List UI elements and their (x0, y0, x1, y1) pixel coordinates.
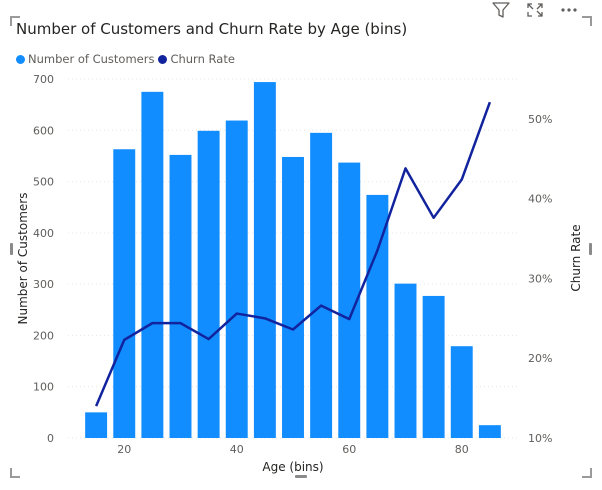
legend-label-churn: Churn Rate (170, 52, 235, 66)
y2-tick-label: 40% (528, 193, 552, 206)
y2-tick-label: 20% (528, 352, 552, 365)
legend-marker-customers (16, 54, 25, 64)
resize-handle-bottom[interactable] (295, 475, 307, 478)
bar[interactable] (225, 120, 248, 438)
y-tick-label: 200 (33, 329, 54, 342)
bar[interactable] (310, 132, 333, 438)
visual-header (490, 0, 580, 20)
focus-mode-icon[interactable] (524, 0, 546, 20)
legend-item-customers[interactable]: Number of Customers (16, 52, 154, 66)
bar[interactable] (141, 91, 164, 439)
x-axis-title: Age (bins) (262, 460, 323, 474)
x-tick-label: 60 (342, 443, 356, 456)
chart-legend: Number of Customers Churn Rate (16, 51, 239, 67)
y-tick-label: 300 (33, 278, 54, 291)
x-tick-label: 40 (230, 443, 244, 456)
bar[interactable] (282, 156, 304, 438)
frame-corner-top-left (10, 16, 20, 26)
y-tick-label: 700 (33, 73, 54, 86)
legend-marker-churn (158, 54, 168, 64)
y2-tick-label: 50% (528, 113, 552, 126)
resize-handle-right[interactable] (589, 243, 592, 255)
bar[interactable] (253, 82, 276, 438)
bar[interactable] (169, 154, 192, 438)
bar[interactable] (422, 295, 445, 438)
x-tick-label: 20 (117, 443, 131, 456)
bar[interactable] (366, 194, 389, 438)
y2-tick-label: 10% (528, 432, 552, 445)
y-tick-label: 100 (33, 381, 54, 394)
y2-tick-label: 30% (528, 272, 552, 285)
y-tick-label: 0 (47, 432, 54, 445)
y-tick-label: 500 (33, 176, 54, 189)
bar[interactable] (450, 346, 473, 438)
chart-title: Number of Customers and Churn Rate by Ag… (16, 20, 408, 38)
bar[interactable] (85, 412, 108, 438)
y-tick-label: 600 (33, 124, 54, 137)
legend-label-customers: Number of Customers (28, 52, 155, 66)
x-tick-label: 80 (455, 443, 469, 456)
legend-item-churn[interactable]: Churn Rate (158, 52, 235, 66)
bar[interactable] (478, 425, 501, 438)
resize-handle-left[interactable] (10, 243, 13, 255)
y-axis-title: Number of Customers (16, 193, 30, 325)
filter-icon[interactable] (490, 0, 512, 20)
bar[interactable] (113, 149, 136, 439)
bar[interactable] (197, 130, 220, 438)
y2-axis-title: Churn Rate (569, 224, 583, 291)
bar[interactable] (338, 162, 361, 439)
churn-rate-line[interactable] (94, 101, 492, 407)
bar[interactable] (394, 283, 417, 438)
frame-corner-top-right (582, 16, 592, 26)
y-tick-label: 400 (33, 227, 54, 240)
more-options-icon[interactable] (558, 0, 580, 20)
frame-corner-bottom-left (10, 468, 20, 478)
frame-corner-bottom-right (582, 468, 592, 478)
